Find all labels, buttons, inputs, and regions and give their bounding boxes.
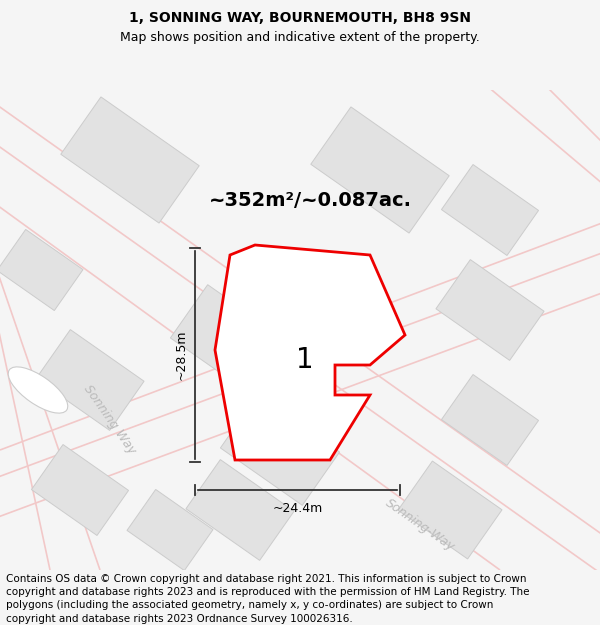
Text: ~352m²/~0.087ac.: ~352m²/~0.087ac. [209, 191, 412, 209]
Text: Map shows position and indicative extent of the property.: Map shows position and indicative extent… [120, 31, 480, 44]
Polygon shape [398, 461, 502, 559]
Text: 1: 1 [296, 346, 314, 374]
Ellipse shape [8, 367, 68, 413]
Text: 1, SONNING WAY, BOURNEMOUTH, BH8 9SN: 1, SONNING WAY, BOURNEMOUTH, BH8 9SN [129, 11, 471, 25]
Text: Sonning Way: Sonning Way [82, 383, 139, 457]
Polygon shape [220, 395, 340, 505]
Text: ~24.4m: ~24.4m [272, 501, 323, 514]
Polygon shape [311, 107, 449, 233]
Polygon shape [170, 285, 290, 395]
Polygon shape [186, 459, 294, 561]
Polygon shape [61, 97, 199, 223]
Polygon shape [442, 164, 539, 256]
Text: Contains OS data © Crown copyright and database right 2021. This information is : Contains OS data © Crown copyright and d… [6, 574, 530, 624]
Polygon shape [31, 444, 128, 536]
Text: ~28.5m: ~28.5m [175, 330, 187, 380]
Polygon shape [215, 245, 405, 460]
Polygon shape [436, 259, 544, 361]
Polygon shape [36, 329, 144, 431]
Polygon shape [442, 374, 539, 466]
Polygon shape [0, 229, 83, 311]
Text: Sonning-Way: Sonning-Way [383, 496, 457, 554]
Polygon shape [127, 489, 213, 571]
